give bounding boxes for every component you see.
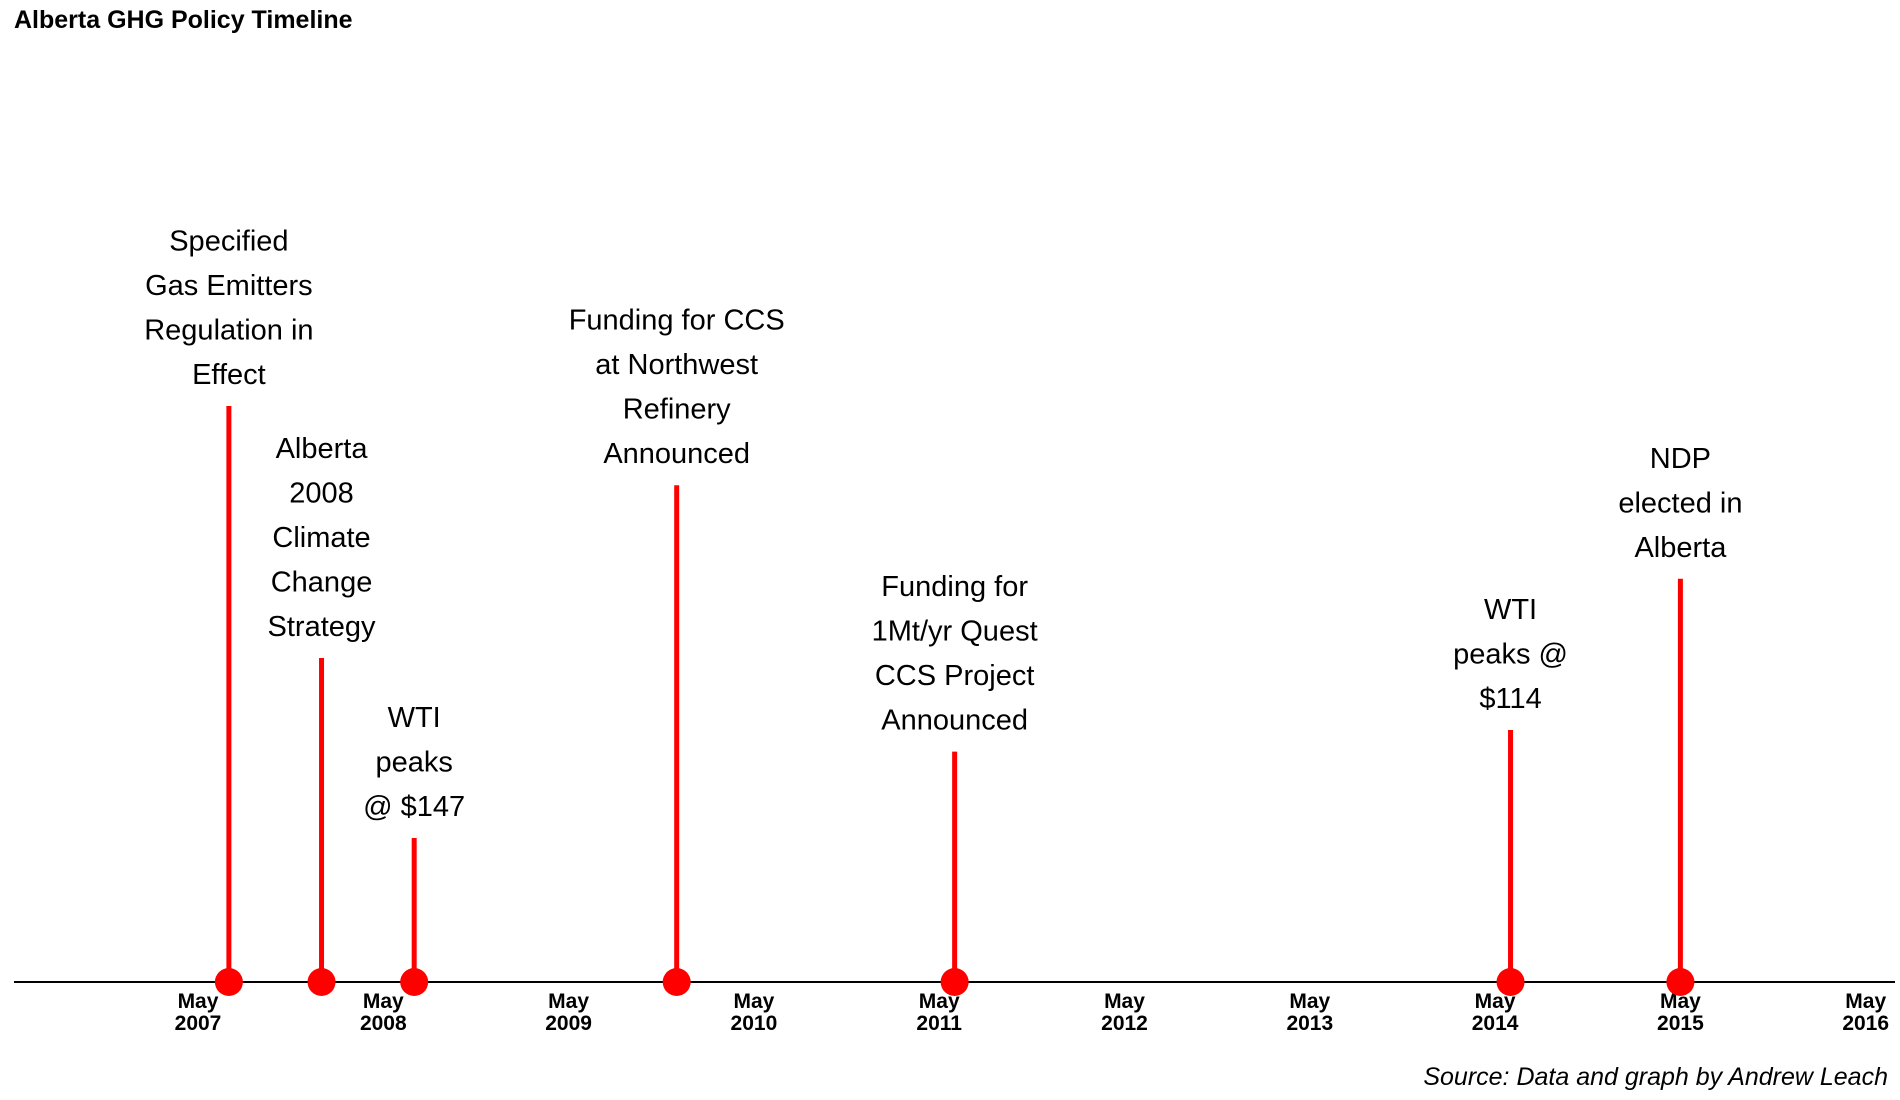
event-marker (400, 968, 429, 996)
event-marker (307, 968, 336, 996)
x-tick-label: 2011 (916, 1012, 962, 1035)
event-label-line: @ $147 (363, 791, 465, 823)
event-label-line: NDP (1650, 443, 1711, 475)
event-label-line: Gas Emitters (145, 270, 313, 302)
timeline-event: Funding for 1Mt/yr Quest CCS Project Announ… (872, 571, 1038, 996)
timeline-event: Specified Gas Emitters Regulation in Effect (144, 226, 314, 996)
x-tick-label: 2007 (175, 1012, 222, 1035)
event-label-line: CCS Project (875, 660, 1035, 692)
event-label: WTI peaks @ $147 (363, 702, 465, 823)
x-tick-label: 2012 (1101, 1012, 1148, 1035)
event-label: Alberta 2008 Climate Change Strategy (268, 433, 376, 643)
x-tick-label: 2008 (360, 1012, 407, 1035)
event-label-line: Regulation in (144, 315, 313, 347)
event-label-line: Refinery (623, 394, 731, 426)
event-marker (940, 968, 969, 996)
x-tick-label: 2013 (1286, 1012, 1333, 1035)
x-tick-label: 2009 (545, 1012, 592, 1035)
event-marker (662, 968, 691, 996)
x-tick-label: May (1104, 990, 1145, 1013)
event-marker (214, 968, 243, 996)
event-label-line: peaks @ (1453, 639, 1568, 671)
timeline-event: Funding for CCS at Northwest Refinery Annou… (569, 305, 785, 996)
x-tick-label: May (1660, 990, 1701, 1013)
x-tick-label: May (178, 990, 219, 1013)
timeline-events: Specified Gas Emitters Regulation in Effect… (144, 226, 1742, 996)
chart-title: Alberta GHG Policy Timeline (14, 6, 353, 34)
event-label-line: Alberta (276, 433, 369, 465)
x-tick-label: 2014 (1472, 1012, 1519, 1035)
event-label-line: peaks (375, 747, 452, 779)
event-label-line: 1Mt/yr Quest (872, 616, 1038, 648)
event-label-line: $114 (1479, 683, 1541, 715)
x-tick-label: May (1289, 990, 1330, 1013)
x-tick-label: May (733, 990, 774, 1013)
x-axis-ticks: May2007May2008May2009May2010May2011May20… (175, 990, 1889, 1035)
event-label-line: Alberta (1634, 532, 1727, 564)
x-tick-label: May (363, 990, 404, 1013)
x-tick-label: May (1475, 990, 1516, 1013)
x-tick-label: 2010 (731, 1012, 778, 1035)
event-label-line: Announced (881, 705, 1028, 737)
timeline-event: WTI peaks @ $114 (1453, 594, 1568, 996)
x-tick-label: May (548, 990, 589, 1013)
event-label-line: Climate (272, 522, 370, 554)
event-label-line: WTI (388, 702, 441, 734)
timeline-event: NDP elected in Alberta (1618, 443, 1742, 996)
x-tick-label: May (1845, 990, 1886, 1013)
event-label-line: Specified (169, 226, 288, 258)
event-marker (1666, 968, 1695, 996)
x-tick-label: May (919, 990, 960, 1013)
x-tick-label: 2016 (1842, 1012, 1889, 1035)
event-label-line: Change (271, 567, 373, 599)
event-label: Funding for 1Mt/yr Quest CCS Project Announ… (872, 571, 1038, 737)
event-label-line: Strategy (268, 611, 376, 643)
event-label: Funding for CCS at Northwest Refinery Annou… (569, 305, 785, 471)
timeline-event: Alberta 2008 Climate Change Strategy (268, 433, 376, 996)
event-label-line: Funding for (881, 571, 1028, 603)
source-note: Source: Data and graph by Andrew Leach (1423, 1063, 1888, 1091)
event-label: Specified Gas Emitters Regulation in Effect (144, 226, 313, 392)
event-label: WTI peaks @ $114 (1453, 594, 1568, 715)
event-label-line: 2008 (289, 478, 354, 510)
event-label-line: Effect (192, 359, 266, 391)
event-label: NDP elected in Alberta (1618, 443, 1742, 564)
event-label-line: Announced (603, 438, 750, 470)
event-label-line: WTI (1484, 594, 1537, 626)
event-marker (1496, 968, 1525, 996)
x-tick-label: 2015 (1657, 1012, 1704, 1035)
event-label-line: Funding for CCS (569, 305, 785, 337)
event-label-line: at Northwest (595, 349, 758, 381)
event-label-line: elected in (1618, 487, 1742, 519)
timeline-event: WTI peaks @ $147 (363, 702, 465, 996)
